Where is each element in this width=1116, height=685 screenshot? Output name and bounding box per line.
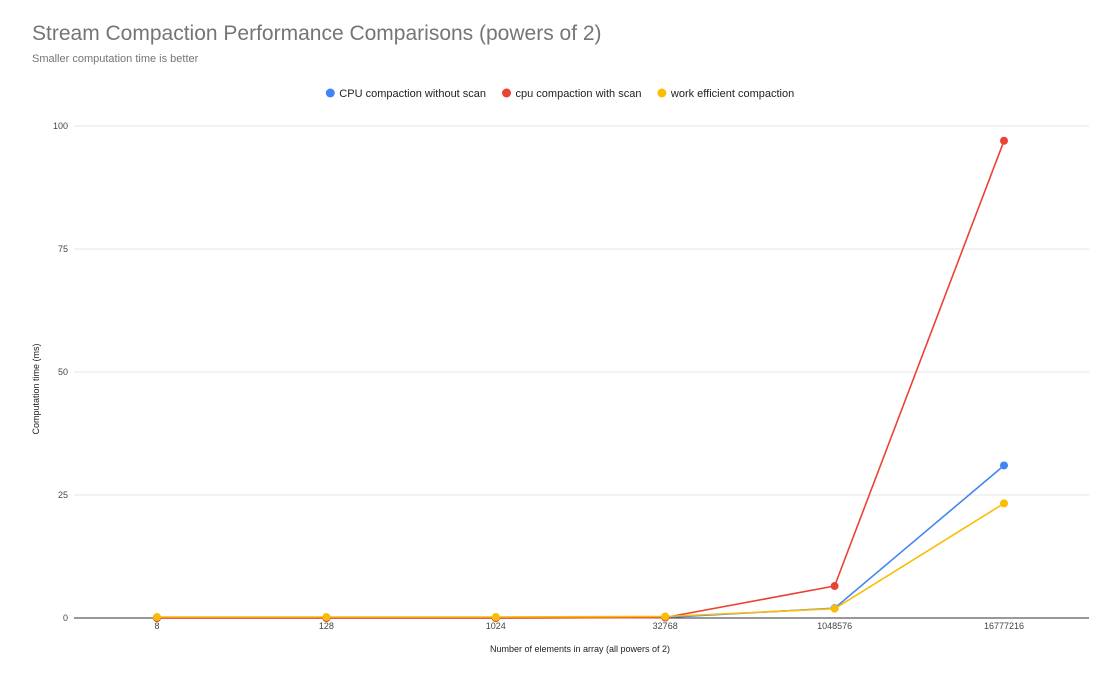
data-point[interactable] xyxy=(1000,461,1008,470)
series-cpu-compaction-without-scan xyxy=(153,461,1008,622)
data-point[interactable] xyxy=(1000,136,1008,145)
x-tick-label: 32768 xyxy=(653,621,678,631)
y-tick-label: 100 xyxy=(53,121,68,131)
chart-subtitle: Smaller computation time is better xyxy=(32,53,199,65)
y-axis-title: Computation time (ms) xyxy=(31,343,41,434)
gridlines xyxy=(74,125,1089,496)
legend-marker xyxy=(502,88,511,98)
legend-label: cpu compaction with scan xyxy=(516,88,642,100)
data-point[interactable] xyxy=(153,613,161,622)
data-point[interactable] xyxy=(1000,499,1008,508)
data-point[interactable] xyxy=(830,604,839,613)
data-point[interactable] xyxy=(661,612,670,621)
x-tick-label: 1024 xyxy=(486,621,506,631)
y-tick-label: 75 xyxy=(58,244,68,254)
data-point[interactable] xyxy=(491,613,500,622)
x-axis-title: Number of elements in array (all powers … xyxy=(490,644,670,654)
series-cpu-compaction-with-scan xyxy=(153,136,1008,622)
chart-title: Stream Compaction Performance Comparison… xyxy=(32,22,602,45)
legend-marker xyxy=(325,88,335,98)
x-tick-label: 16777216 xyxy=(984,621,1024,631)
data-point[interactable] xyxy=(322,613,331,622)
data-point[interactable] xyxy=(830,582,839,591)
legend: CPU compaction without scan cpu compactio… xyxy=(325,88,794,100)
legend-marker xyxy=(657,88,667,98)
series-lines xyxy=(153,136,1008,622)
x-tick-label: 1048576 xyxy=(817,621,852,631)
y-tick-label: 25 xyxy=(58,490,68,500)
legend-item[interactable]: work efficient compaction xyxy=(657,88,794,100)
series-line xyxy=(157,464,1005,619)
series-line xyxy=(157,502,1005,618)
y-tick-label: 50 xyxy=(58,367,68,377)
axes: 0 25 50 75 100 8 128 1024 32768 1048576 16777216 xyxy=(53,121,1089,631)
legend-label: work efficient compaction xyxy=(670,88,794,100)
legend-item[interactable]: cpu compaction with scan xyxy=(502,88,641,100)
series-work-efficient-compaction xyxy=(153,499,1008,622)
x-tick-label: 128 xyxy=(319,621,334,631)
series-line xyxy=(157,140,1005,619)
x-tick-label: 8 xyxy=(154,621,159,631)
y-tick-label: 0 xyxy=(63,613,68,623)
legend-item[interactable]: CPU compaction without scan xyxy=(325,88,486,100)
legend-label: CPU compaction without scan xyxy=(339,88,486,100)
